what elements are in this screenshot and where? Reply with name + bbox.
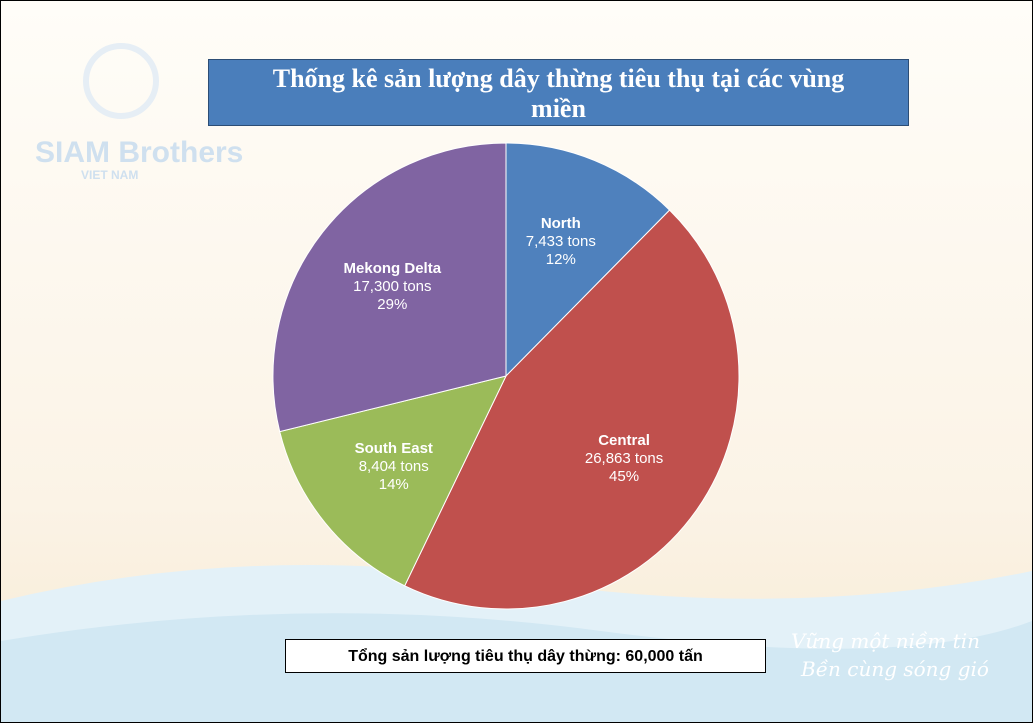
value-label: 17,300 tons xyxy=(353,277,432,295)
slogan: Bền cùng sóng gió xyxy=(801,657,989,681)
percent-label: 14% xyxy=(378,475,409,493)
value-label: 26,863 tons xyxy=(584,450,664,468)
pie-slice xyxy=(272,142,507,433)
slice-label: Mekong Delta 17,300 tons 29% xyxy=(342,260,442,314)
logo-brand: SIAM Brothers xyxy=(35,136,244,169)
pie-slice xyxy=(505,142,671,378)
total-note: Tổng sản lượng tiêu thụ dây thừng: 60,00… xyxy=(285,639,766,673)
pie-slice xyxy=(279,375,507,587)
logo-sub: VIET NAM xyxy=(81,168,139,182)
category-label: Central xyxy=(598,432,650,450)
percent-label: 12% xyxy=(545,251,576,269)
value-label: 7,433 tons xyxy=(525,233,596,251)
value-label: 8,404 tons xyxy=(358,457,429,475)
category-label: Mekong Delta xyxy=(343,259,442,277)
category-label: South East xyxy=(354,439,433,457)
percent-label: 45% xyxy=(609,468,640,486)
category-label: North xyxy=(540,215,581,233)
logo-mark xyxy=(83,43,159,119)
chart-title: Thống kê sản lượng dây thừng tiêu thụ tạ… xyxy=(208,59,909,126)
slice-label: North 7,433 tons 12% xyxy=(511,215,611,269)
pie-slice xyxy=(404,209,740,610)
slogan: Vững một niềm tin xyxy=(791,629,980,653)
slice-label: South East 8,404 tons 14% xyxy=(344,440,444,494)
slice-label: Central 26,863 tons 45% xyxy=(574,432,674,486)
percent-label: 29% xyxy=(377,295,408,313)
